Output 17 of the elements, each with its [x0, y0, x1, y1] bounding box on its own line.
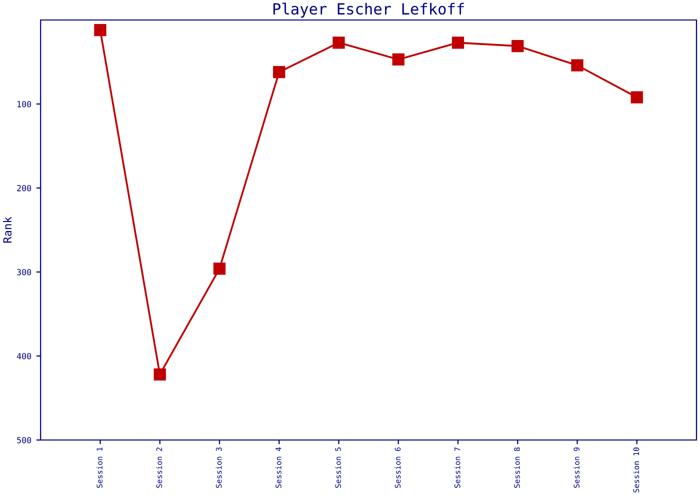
- point: [571, 59, 584, 72]
- point: [273, 66, 286, 78]
- point: [332, 36, 345, 49]
- y-tick-label: 400: [16, 353, 32, 360]
- point: [452, 36, 464, 49]
- point: [94, 24, 106, 36]
- point: [154, 368, 166, 381]
- y-tick-label: 100: [18, 101, 32, 108]
- y-axis-title: Rank: [2, 216, 12, 243]
- y-tick-label: 500: [17, 437, 32, 444]
- point: [630, 91, 643, 104]
- point: [213, 262, 226, 275]
- y-tick-label: 300: [17, 269, 32, 276]
- point: [392, 53, 404, 66]
- point: [512, 40, 524, 52]
- y-tick-label: 200: [17, 185, 32, 192]
- chart-title: Player Escher Lefkoff: [273, 2, 464, 18]
